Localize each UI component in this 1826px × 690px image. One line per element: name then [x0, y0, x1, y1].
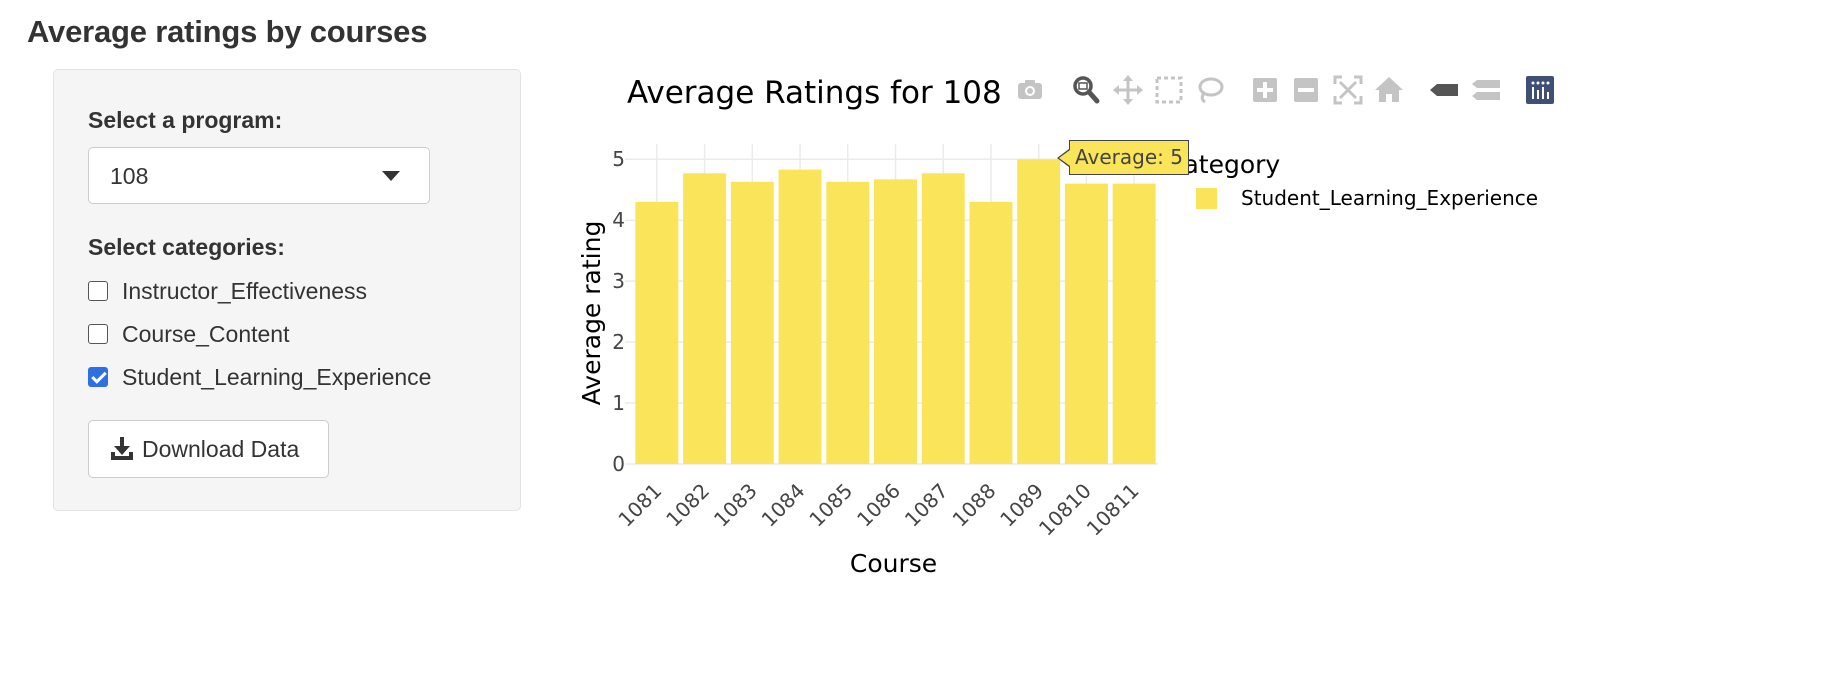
x-tick-label: 1081: [613, 479, 666, 532]
lasso-select-icon[interactable]: [1192, 72, 1228, 108]
bar: [730, 181, 774, 465]
x-tick-label: 1085: [804, 479, 857, 532]
program-select-label: Select a program:: [88, 107, 283, 133]
y-tick-label: 0: [612, 452, 625, 476]
checkbox-label: Instructor_Effectiveness: [122, 277, 368, 304]
chevron-down-icon[interactable]: [382, 171, 400, 181]
bar: [874, 179, 917, 464]
x-tick-label: 1088: [948, 479, 1001, 532]
checkbox-box[interactable]: [88, 281, 108, 301]
legend-swatch: [1196, 187, 1217, 209]
hover-closest-icon[interactable]: [1426, 72, 1462, 108]
bar: [635, 201, 679, 464]
zoom-icon[interactable]: [1068, 72, 1104, 108]
bar: [778, 169, 822, 464]
bar: [1017, 159, 1061, 464]
bar: [826, 181, 870, 465]
checkbox-box[interactable]: [88, 324, 108, 344]
x-tick-label: 1087: [900, 479, 953, 532]
hover-compare-icon[interactable]: [1468, 72, 1504, 108]
box-select-icon[interactable]: [1151, 72, 1187, 108]
x-tick-label: 1084: [757, 479, 810, 532]
categories-label: Select categories:: [88, 234, 285, 260]
reset-axes-icon[interactable]: [1371, 72, 1407, 108]
x-tick-label: 1083: [709, 479, 762, 532]
x-tick-label: 10811: [1082, 479, 1144, 541]
zoom-in-icon[interactable]: [1247, 72, 1283, 108]
checkbox-label: Course_Content: [122, 320, 290, 347]
hover-tooltip: Average: 5: [1057, 140, 1189, 175]
y-tick-label: 3: [612, 269, 625, 293]
x-tick-label: 10810: [1034, 479, 1096, 541]
bar: [683, 173, 727, 464]
page-title: Average ratings by courses: [27, 14, 428, 49]
download-icon: [111, 437, 133, 460]
sidebar-panel: Select a program: 108 Select categories:…: [53, 69, 521, 511]
bar: [1112, 183, 1156, 464]
program-select[interactable]: 108: [88, 147, 430, 204]
download-button-label: Download Data: [142, 435, 300, 462]
legend-item-student-learning-experience[interactable]: Student_Learning_Experience: [1196, 186, 1538, 210]
checkbox-label: Student_Learning_Experience: [122, 363, 432, 390]
y-tick-label: 5: [612, 147, 625, 171]
autoscale-icon[interactable]: [1330, 72, 1366, 108]
pan-icon[interactable]: [1110, 72, 1146, 108]
category-checkbox-instructor-effectiveness[interactable]: Instructor_Effectiveness: [88, 276, 367, 306]
bar: [921, 173, 965, 464]
x-tick-label: 1086: [852, 479, 905, 532]
category-checkbox-student-learning-experience[interactable]: Student_Learning_Experience: [88, 362, 431, 392]
download-data-button[interactable]: Download Data: [88, 420, 329, 478]
y-tick-label: 1: [612, 391, 625, 415]
camera-icon[interactable]: [1012, 72, 1048, 108]
bar: [1064, 183, 1108, 464]
y-tick-label: 2: [612, 330, 625, 354]
bar: [969, 201, 1013, 464]
chart-title: Average Ratings for 108: [627, 75, 1002, 111]
plotly-logo-icon[interactable]: [1522, 72, 1558, 108]
legend-label: Student_Learning_Experience: [1241, 186, 1539, 210]
zoom-out-icon[interactable]: [1288, 72, 1324, 108]
program-select-value: 108: [110, 163, 149, 189]
y-axis-title: Average rating: [577, 221, 606, 406]
x-tick-label: 1082: [661, 479, 714, 532]
x-axis-title: Course: [850, 549, 937, 578]
category-checkbox-course-content[interactable]: Course_Content: [88, 319, 290, 349]
y-tick-label: 4: [612, 208, 625, 232]
checkbox-box-checked[interactable]: [88, 367, 108, 387]
